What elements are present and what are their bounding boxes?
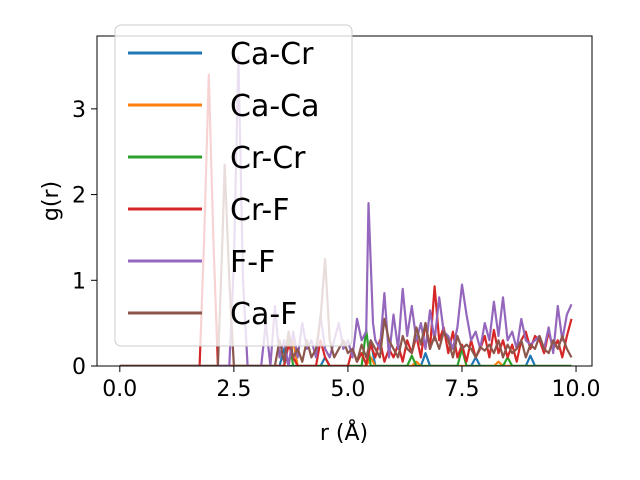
legend-label-f-f: F-F (230, 245, 275, 280)
y-axis-label: g(r) (39, 181, 64, 221)
legend-label-ca-ca: Ca-Ca (230, 89, 320, 124)
legend: Ca-Cr Ca-Ca Cr-Cr Cr-F F-F Ca-F (114, 24, 353, 347)
x-axis: 0.0 2.5 5.0 7.5 10.0 (102, 366, 601, 402)
legend-label-cr-f: Cr-F (230, 193, 289, 228)
y-tick-label: 2 (72, 184, 86, 209)
legend-label-ca-cr: Ca-Cr (230, 37, 314, 72)
series-line-ca-f (119, 163, 573, 366)
legend-label-cr-cr: Cr-Cr (230, 141, 306, 176)
y-axis: 0 1 2 3 (72, 98, 97, 380)
y-tick-label: 1 (72, 269, 86, 294)
series-layer (119, 56, 573, 366)
x-tick-label: 5.0 (330, 377, 365, 402)
y-tick-label: 3 (72, 98, 86, 123)
x-axis-label: r (Å) (320, 419, 368, 446)
x-tick-label: 7.5 (444, 377, 479, 402)
legend-label-ca-f: Ca-F (230, 297, 297, 332)
x-tick-label: 10.0 (552, 377, 601, 402)
y-tick-label: 0 (72, 355, 86, 380)
x-tick-label: 2.5 (216, 377, 251, 402)
x-tick-label: 0.0 (102, 377, 137, 402)
